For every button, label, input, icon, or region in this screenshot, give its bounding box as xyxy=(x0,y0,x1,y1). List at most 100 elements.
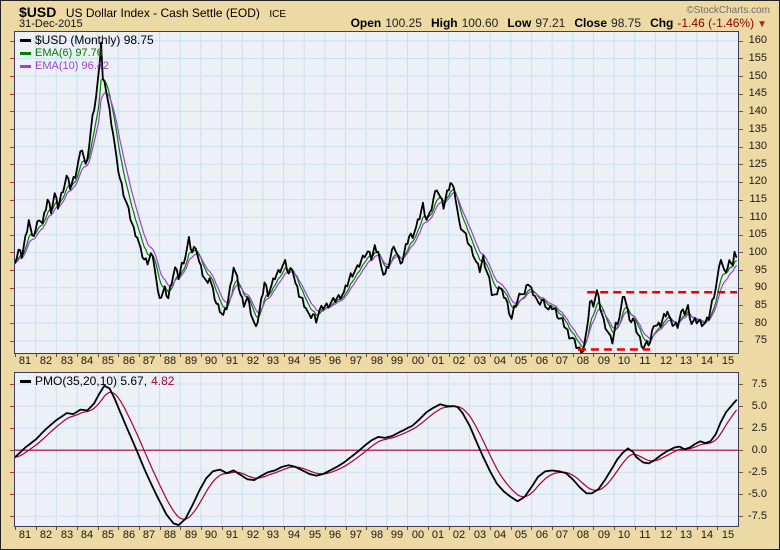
x-axis-tick xyxy=(531,354,532,357)
x-axis-tick xyxy=(614,354,615,357)
quote-value: 100.25 xyxy=(385,16,422,30)
x-axis-tick xyxy=(449,527,450,530)
x-axis-tick xyxy=(284,354,285,357)
x-axis-tick xyxy=(593,527,594,530)
y-axis-tick xyxy=(10,516,14,517)
x-axis-label: 98 xyxy=(370,529,384,541)
x-axis-tick xyxy=(139,527,140,530)
x-axis-tick xyxy=(655,354,656,357)
x-axis-label: 15 xyxy=(721,529,735,541)
x-axis-tick xyxy=(242,354,243,357)
x-axis-label: 03 xyxy=(473,529,487,541)
y-axis-label: 2.5 xyxy=(751,422,767,434)
y-axis-tick xyxy=(739,58,743,59)
x-axis-tick xyxy=(531,527,532,530)
y-axis-tick xyxy=(739,494,743,495)
y-axis-label: 75 xyxy=(754,334,767,346)
x-axis-label: 88 xyxy=(163,529,177,541)
pmo-legend: PMO(35,20,10) 5.67, 4.82 xyxy=(20,375,174,388)
x-axis-label: 90 xyxy=(204,355,218,367)
x-axis-label: 03 xyxy=(473,355,487,367)
x-axis-tick xyxy=(428,354,429,357)
y-axis-tick xyxy=(739,406,743,407)
x-axis-label: 01 xyxy=(431,355,445,367)
x-axis-label: 81 xyxy=(18,529,32,541)
legend-pmo-signal-value: 4.82 xyxy=(151,374,175,388)
x-axis-label: 94 xyxy=(287,529,301,541)
x-axis-tick xyxy=(56,354,57,357)
y-axis-tick xyxy=(10,217,14,218)
y-axis-tick xyxy=(739,182,743,183)
x-axis-label: 12 xyxy=(659,355,673,367)
x-axis-label: 91 xyxy=(225,529,239,541)
x-axis-tick xyxy=(222,354,223,357)
x-axis-tick xyxy=(469,527,470,530)
x-axis-tick xyxy=(449,354,450,357)
x-axis-label: 95 xyxy=(308,529,322,541)
x-axis-label: 99 xyxy=(390,529,404,541)
y-axis-tick xyxy=(739,341,743,342)
y-axis-label: 125 xyxy=(748,158,767,170)
y-axis-tick xyxy=(739,235,743,236)
x-axis-tick xyxy=(346,527,347,530)
x-axis-tick xyxy=(263,527,264,530)
x-axis-tick xyxy=(15,354,16,357)
x-axis-tick xyxy=(676,354,677,357)
x-axis-label: 87 xyxy=(142,355,156,367)
x-axis-label: 98 xyxy=(370,355,384,367)
x-axis-label: 06 xyxy=(535,355,549,367)
x-axis-label: 06 xyxy=(535,529,549,541)
y-axis-tick xyxy=(739,384,743,385)
y-axis-tick xyxy=(739,288,743,289)
x-axis-label: 93 xyxy=(266,355,280,367)
x-axis-tick xyxy=(511,527,512,530)
y-axis-label: 120 xyxy=(748,175,767,187)
x-axis-label: 99 xyxy=(390,355,404,367)
legend-row-pmo: PMO(35,20,10) 5.67, 4.82 xyxy=(20,375,174,388)
y-axis-label: 150 xyxy=(748,70,767,82)
quote-label: Close xyxy=(574,16,608,30)
y-axis-tick xyxy=(10,94,14,95)
x-axis-label: 83 xyxy=(60,529,74,541)
x-axis-tick xyxy=(304,354,305,357)
x-axis-tick xyxy=(118,527,119,530)
x-axis-tick xyxy=(36,354,37,357)
y-axis-tick xyxy=(739,41,743,42)
y-axis-label: 160 xyxy=(748,34,767,46)
ema10-line xyxy=(15,92,737,344)
symbol-ticker: $USD xyxy=(19,4,57,20)
y-axis-label: 135 xyxy=(748,123,767,135)
y-axis-tick xyxy=(10,182,14,183)
y-axis-label: 100 xyxy=(748,246,767,258)
x-axis-label: 90 xyxy=(204,529,218,541)
x-axis-tick xyxy=(407,354,408,357)
x-axis-tick xyxy=(635,354,636,357)
header-title-row: $USD US Dollar Index - Cash Settle (EOD)… xyxy=(19,4,286,22)
y-axis-label: 105 xyxy=(748,228,767,240)
legend-row-ema6: EMA(6) 97.76 xyxy=(20,47,154,60)
x-axis-label: 97 xyxy=(349,355,363,367)
y-axis-tick xyxy=(10,235,14,236)
y-axis-tick xyxy=(10,58,14,59)
x-axis-label: 07 xyxy=(555,355,569,367)
price-legend: $USD (Monthly) 98.75 EMA(6) 97.76 EMA(10… xyxy=(20,34,154,73)
y-axis-tick xyxy=(10,270,14,271)
x-axis-tick xyxy=(511,354,512,357)
pmo-line-swatch-icon xyxy=(20,380,31,383)
x-axis-label: 15 xyxy=(721,355,735,367)
y-axis-tick xyxy=(739,94,743,95)
x-axis-label: 94 xyxy=(287,355,301,367)
x-axis-label: 14 xyxy=(700,355,714,367)
y-axis-tick xyxy=(739,164,743,165)
y-axis-tick xyxy=(10,406,14,407)
x-axis-label: 88 xyxy=(163,355,177,367)
x-axis-tick xyxy=(407,527,408,530)
pmo-panel xyxy=(14,372,739,527)
x-axis-label: 85 xyxy=(101,529,115,541)
stockcharts-credit: ©StockCharts.com xyxy=(686,5,770,16)
x-axis-label: 14 xyxy=(700,529,714,541)
y-axis-tick xyxy=(739,450,743,451)
y-axis-tick xyxy=(10,76,14,77)
x-axis-label: 02 xyxy=(452,529,466,541)
y-axis-tick xyxy=(739,305,743,306)
